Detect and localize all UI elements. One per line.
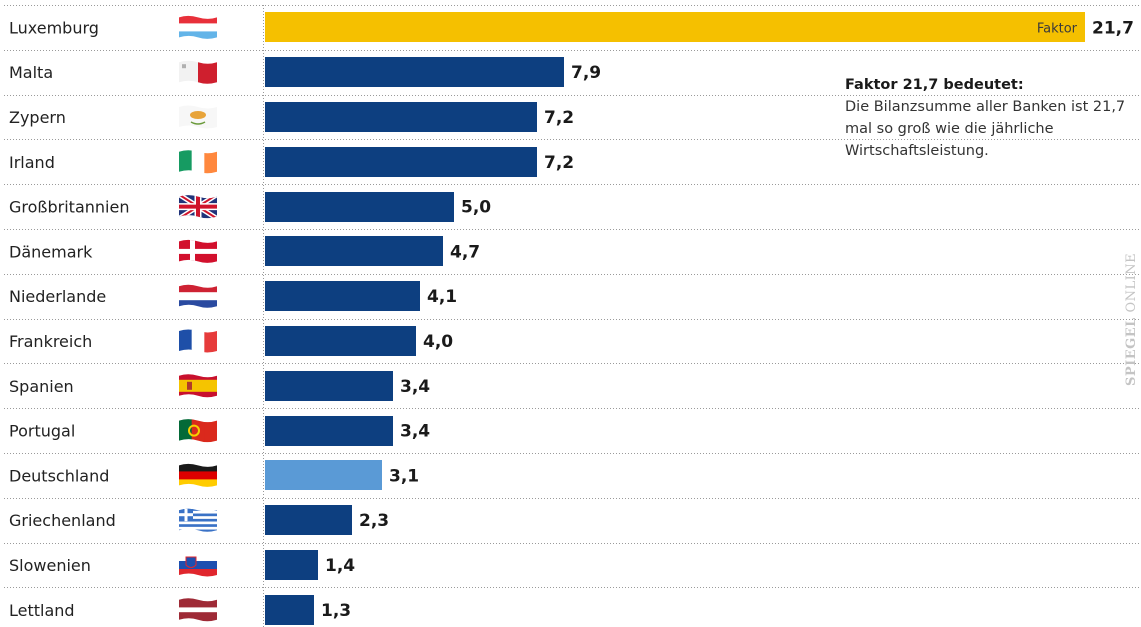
value-label: 3,4: [400, 377, 430, 397]
bar: [265, 371, 393, 401]
country-label: Frankreich: [9, 332, 92, 351]
country-label: Deutschland: [9, 466, 109, 485]
value-label: 3,4: [400, 422, 430, 442]
bar: [265, 57, 564, 87]
country-label: Luxemburg: [9, 18, 99, 37]
bar: [265, 102, 537, 132]
flag-slovenia-icon: [179, 553, 217, 577]
spiegel-online-watermark: SPIEGEL ONLINE: [1124, 252, 1139, 386]
country-label: Lettland: [9, 601, 75, 620]
flag-latvia-icon: [179, 598, 217, 622]
bar: [265, 236, 443, 266]
bar: [265, 12, 1085, 42]
value-label: 5,0: [461, 198, 491, 218]
value-label: 1,4: [325, 556, 355, 576]
bar-inside-label: Faktor: [1037, 21, 1078, 36]
country-label: Portugal: [9, 422, 75, 441]
bar: [265, 595, 314, 625]
value-label: 21,7: [1092, 18, 1134, 38]
flag-denmark-icon: [179, 239, 217, 263]
bar: [265, 281, 420, 311]
flag-spain-icon: [179, 374, 217, 398]
country-label: Niederlande: [9, 287, 106, 306]
value-label: 4,7: [450, 242, 480, 262]
bar: [265, 326, 416, 356]
bar: [265, 550, 318, 580]
bar: [265, 147, 537, 177]
value-label: 7,2: [544, 153, 574, 173]
flag-luxembourg-icon: [179, 15, 217, 39]
country-label: Griechenland: [9, 511, 116, 530]
flag-france-icon: [179, 329, 217, 353]
value-label: 1,3: [321, 601, 351, 621]
value-label: 7,2: [544, 108, 574, 128]
value-label: 7,9: [571, 63, 601, 83]
flag-germany-icon: [179, 463, 217, 487]
bar: [265, 416, 393, 446]
value-label: 4,1: [427, 287, 457, 307]
annotation-title: Faktor 21,7 bedeutet:: [845, 77, 1024, 93]
country-label: Dänemark: [9, 242, 93, 261]
country-label: Großbritannien: [9, 198, 129, 217]
country-label: Malta: [9, 63, 53, 82]
value-label: 2,3: [359, 511, 389, 531]
bar: [265, 192, 454, 222]
bar: [265, 460, 382, 490]
flag-netherlands-icon: [179, 284, 217, 308]
value-label: 3,1: [389, 466, 419, 486]
annotation-box: Faktor 21,7 bedeutet: Die Bilanzsumme al…: [845, 74, 1135, 162]
flag-ireland-icon: [179, 150, 217, 174]
flag-malta-icon: [179, 60, 217, 84]
country-label: Irland: [9, 153, 55, 172]
value-label: 4,0: [423, 332, 453, 352]
flag-uk-icon: [179, 195, 217, 219]
annotation-body: Die Bilanzsumme aller Banken ist 21,7 ma…: [845, 99, 1126, 159]
country-label: Zypern: [9, 108, 66, 127]
bar: [265, 505, 352, 535]
flag-cyprus-icon: [179, 105, 217, 129]
country-label: Slowenien: [9, 556, 91, 575]
flag-greece-icon: [179, 508, 217, 532]
country-label: Spanien: [9, 377, 74, 396]
flag-portugal-icon: [179, 419, 217, 443]
